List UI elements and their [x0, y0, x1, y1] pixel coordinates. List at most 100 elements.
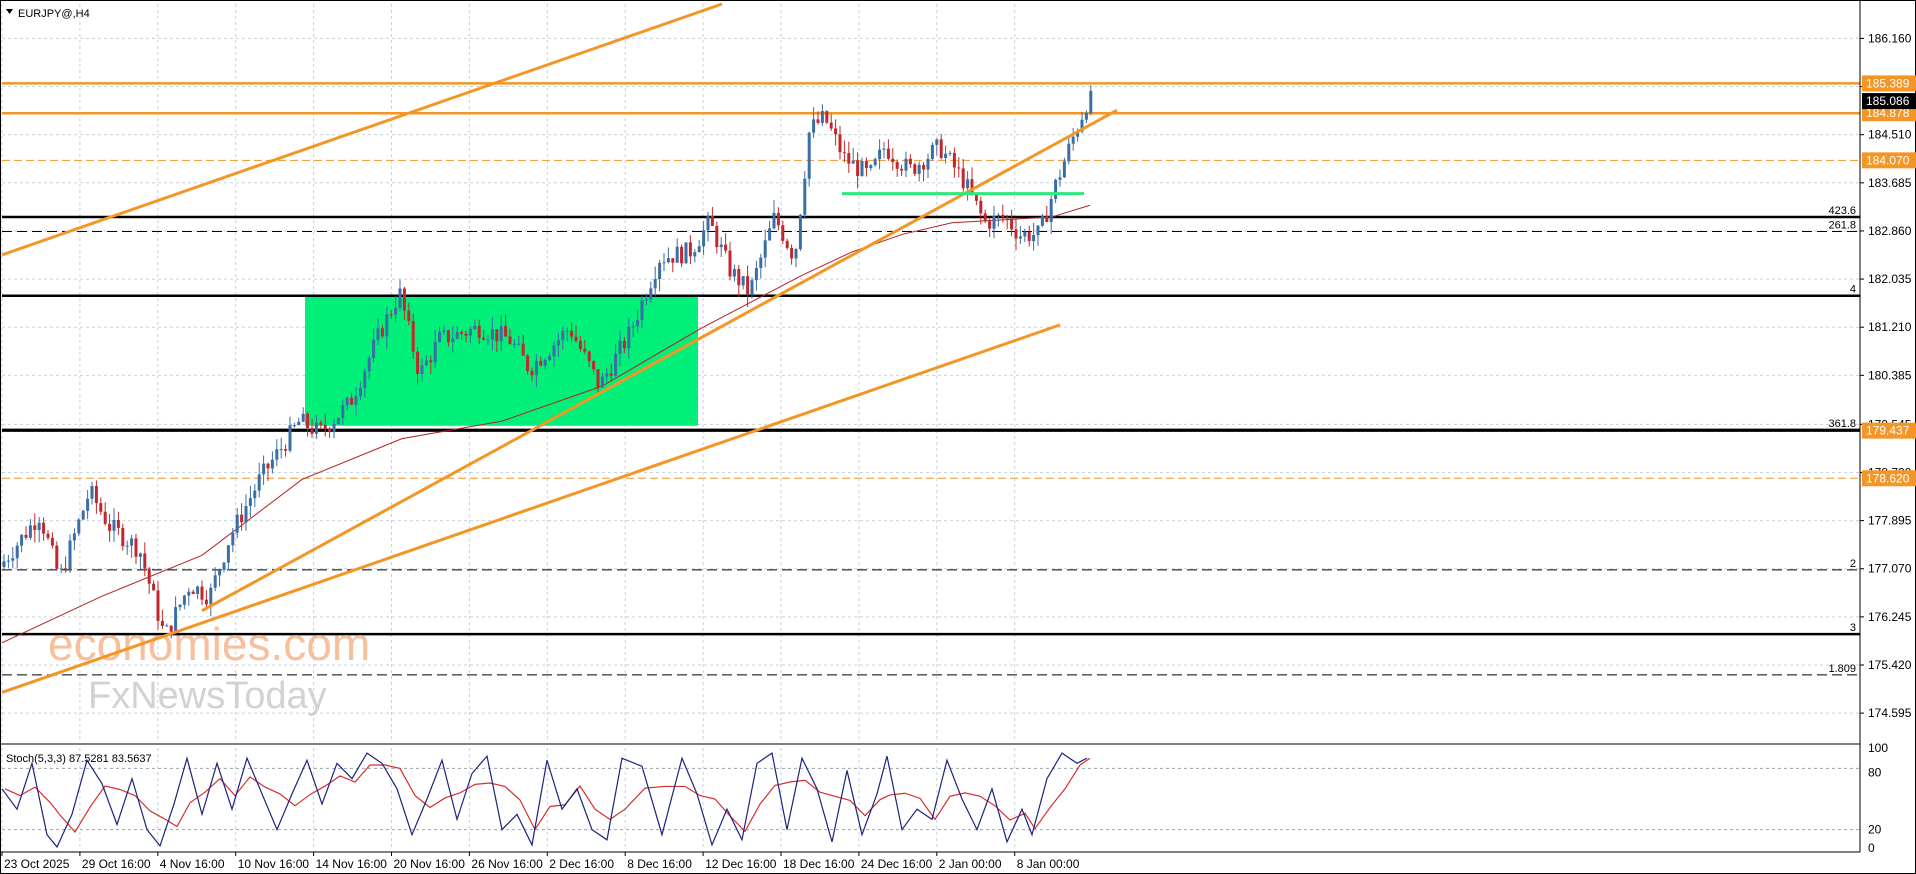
candle-body: [886, 148, 890, 159]
candle-body: [350, 397, 354, 405]
candle-body: [473, 325, 477, 330]
candle-body: [948, 152, 952, 154]
candle-body: [112, 520, 116, 531]
candle-body: [1045, 216, 1049, 222]
candle-body: [820, 111, 824, 123]
candle-body: [363, 371, 367, 389]
candle-body: [191, 591, 195, 595]
candle-body: [59, 568, 63, 570]
candle-body: [42, 522, 46, 534]
candle-body: [345, 397, 349, 406]
candle-body: [1071, 136, 1075, 144]
time-tick-label: 2 Dec 16:00: [549, 857, 614, 871]
candle-body: [534, 361, 538, 376]
candle-body: [719, 244, 723, 248]
candle-body: [627, 326, 631, 349]
candle-body: [99, 503, 103, 512]
candle-body: [46, 533, 50, 538]
candle-body: [108, 523, 112, 531]
candle-body: [873, 159, 877, 166]
candle-body: [644, 299, 648, 301]
candle-body: [768, 228, 772, 241]
candle-body: [270, 459, 274, 469]
candle-body: [675, 246, 679, 263]
candle-body: [235, 514, 239, 533]
time-tick-label: 24 Dec 16:00: [861, 857, 933, 871]
time-tick-label: 14 Nov 16:00: [316, 857, 388, 871]
candle-body: [288, 425, 292, 451]
candle-body: [693, 252, 697, 257]
price-tick-label: 176.245: [1868, 610, 1912, 624]
candle-body: [1049, 198, 1053, 222]
candle-body: [389, 314, 393, 316]
candle-body: [992, 215, 996, 229]
candle-body: [464, 333, 468, 336]
candle-body: [979, 200, 983, 214]
candle-body: [539, 361, 543, 366]
candle-body: [438, 332, 442, 342]
fibo-level-label: 261.8: [1828, 220, 1856, 232]
candle-body: [1005, 217, 1009, 219]
fibo-labels-layer: 423.6 261.8 4 361.8 2 3 1.809: [1828, 205, 1856, 675]
candle-body: [974, 193, 978, 201]
symbol-label: EURJPY@,H4: [18, 8, 90, 20]
candle-body: [248, 498, 252, 506]
candle-body: [407, 310, 411, 321]
candle-body: [504, 326, 508, 337]
candle-body: [486, 339, 490, 341]
candle-body: [319, 422, 323, 425]
collapse-arrow-icon[interactable]: [6, 9, 13, 14]
candle-body: [512, 343, 516, 345]
candle-body: [257, 474, 261, 491]
candle-body: [587, 351, 591, 362]
level-price-tag-label: 178.620: [1866, 471, 1910, 485]
candle-body: [341, 405, 345, 418]
stochastic-panel: 100 80 20 0: [1, 741, 1888, 855]
candle-body: [77, 519, 81, 534]
candle-body: [688, 242, 692, 257]
stoch-scale-label: 100: [1868, 741, 1888, 755]
stoch-scale-label: 0: [1868, 841, 1875, 855]
time-tick-label: 8 Jan 00:00: [1017, 857, 1080, 871]
candle-body: [279, 449, 283, 451]
candle-body: [244, 505, 248, 523]
candle-body: [1018, 236, 1022, 239]
candle-body: [508, 336, 512, 344]
level-price-tag-label: 184.070: [1866, 153, 1910, 167]
candle-body: [451, 338, 455, 343]
candle-body: [856, 160, 860, 176]
candle-body: [253, 490, 257, 499]
candle-body: [134, 538, 138, 557]
candle-body: [284, 449, 288, 451]
candle-body: [160, 620, 164, 627]
candle-body: [640, 300, 644, 321]
candle-body: [323, 424, 327, 430]
level-price-tag-label: 184.878: [1866, 106, 1910, 120]
candle-body: [860, 160, 864, 176]
candle-body: [499, 326, 503, 342]
candle-body: [495, 329, 499, 342]
candle-body: [20, 534, 24, 546]
candle-body: [218, 569, 222, 576]
candle-body: [715, 225, 719, 248]
candle-body: [807, 132, 811, 179]
time-tick-label: 8 Dec 16:00: [627, 857, 692, 871]
candle-body: [517, 343, 521, 345]
candle-body: [204, 599, 208, 605]
level-price-tag-label: 179.437: [1866, 424, 1910, 438]
candle-body: [763, 240, 767, 258]
candle-body: [420, 365, 424, 374]
candle-body: [649, 288, 653, 300]
candle-body: [37, 522, 41, 530]
candle-body: [728, 250, 732, 277]
candle-body: [592, 361, 596, 370]
level-price-tag: [1862, 422, 1916, 439]
price-tick-label: 183.685: [1868, 176, 1912, 190]
candle-body: [957, 167, 961, 169]
candle-body: [600, 376, 604, 388]
candle-body: [671, 258, 675, 263]
price-tick-label: 182.860: [1868, 224, 1912, 238]
candle-body: [596, 369, 600, 388]
watermark-line2: FxNewsToday: [88, 675, 327, 717]
